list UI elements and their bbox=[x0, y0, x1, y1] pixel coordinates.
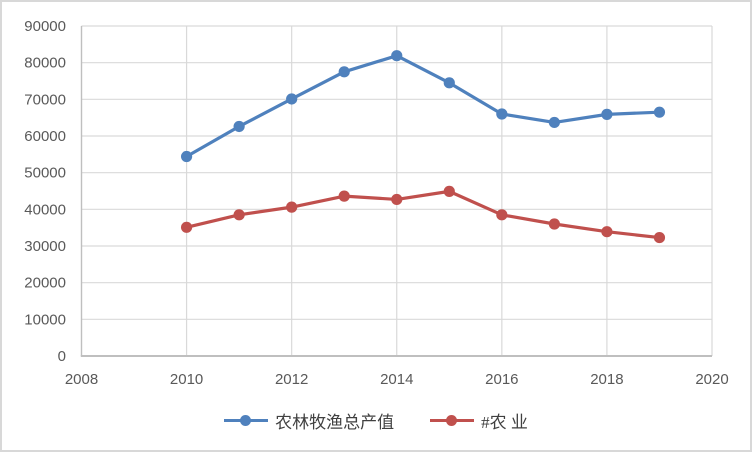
data-point-marker-series-0 bbox=[601, 108, 613, 120]
legend-marker-line-blue bbox=[224, 415, 269, 427]
chart-legend: 农林牧渔总产值 #农 业 bbox=[2, 408, 750, 433]
legend-marker-line-red bbox=[430, 415, 475, 427]
data-point-marker-series-1 bbox=[548, 218, 560, 230]
x-axis-tick-label: 2016 bbox=[485, 371, 518, 388]
data-point-marker-series-1 bbox=[286, 201, 298, 213]
data-point-marker-series-1 bbox=[601, 226, 613, 238]
x-axis-tick-label: 2020 bbox=[695, 371, 728, 388]
y-axis-tick-label: 30000 bbox=[24, 238, 66, 255]
data-point-marker-series-0 bbox=[391, 50, 403, 62]
data-point-marker-series-0 bbox=[496, 108, 508, 120]
data-point-marker-series-0 bbox=[180, 150, 193, 163]
data-point-marker-series-0 bbox=[286, 93, 298, 105]
y-axis-tick-label: 0 bbox=[58, 348, 66, 365]
data-point-marker-series-1 bbox=[496, 209, 508, 221]
x-axis-tick-label: 2010 bbox=[170, 371, 203, 388]
data-point-marker-series-0 bbox=[653, 106, 666, 118]
data-point-marker-series-1 bbox=[338, 190, 350, 202]
y-axis-tick-label: 10000 bbox=[24, 311, 66, 328]
data-point-marker-series-0 bbox=[338, 66, 350, 78]
data-point-marker-series-0 bbox=[443, 77, 455, 89]
legend-label-agriculture: #农 业 bbox=[481, 413, 528, 432]
y-axis-tick-label: 80000 bbox=[24, 55, 66, 72]
data-point-marker-series-1 bbox=[391, 193, 403, 206]
y-axis-tick-label: 60000 bbox=[24, 128, 66, 145]
data-point-marker-series-0 bbox=[548, 116, 560, 129]
data-point-marker-series-1 bbox=[233, 209, 245, 221]
y-axis-tick-label: 20000 bbox=[24, 275, 66, 292]
y-axis-tick-label: 70000 bbox=[24, 91, 66, 108]
y-axis-tick-label: 90000 bbox=[24, 18, 66, 35]
series-line-0 bbox=[184, 54, 662, 159]
x-axis-tick-label: 2018 bbox=[590, 371, 623, 388]
legend-item-agriculture: #农 业 bbox=[430, 408, 528, 433]
data-point-marker-series-1 bbox=[180, 221, 193, 233]
data-point-marker-series-0 bbox=[233, 120, 245, 133]
y-axis-tick-label: 50000 bbox=[24, 165, 66, 182]
legend-label-total-output: 农林牧渔总产值 bbox=[275, 413, 395, 432]
x-axis-tick-label: 2012 bbox=[275, 371, 308, 388]
data-point-marker-series-1 bbox=[443, 185, 455, 197]
legend-item-total-output: 农林牧渔总产值 bbox=[224, 408, 394, 433]
x-axis-tick-label: 2014 bbox=[380, 371, 413, 388]
x-axis-tick-label: 2008 bbox=[65, 371, 98, 388]
series-line-1 bbox=[184, 189, 662, 240]
data-point-marker-series-1 bbox=[653, 231, 666, 244]
y-axis-tick-label: 40000 bbox=[24, 201, 66, 218]
